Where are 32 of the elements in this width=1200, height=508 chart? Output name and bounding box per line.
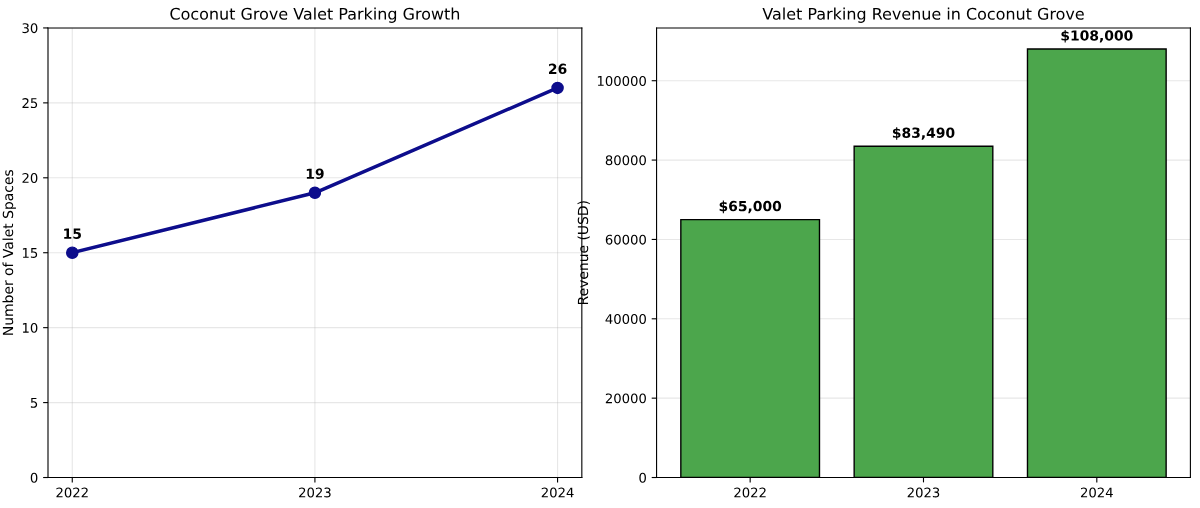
x-tick-label: 2023: [299, 487, 331, 498]
y-axis-title: Revenue (USD): [577, 201, 590, 305]
y-tick-label: 25: [22, 98, 38, 109]
x-tick-label: 2024: [1080, 487, 1113, 498]
y-tick-label: 0: [639, 472, 646, 483]
chart-title: Coconut Grove Valet Parking Growth: [170, 7, 460, 23]
y-tick-label: 20: [22, 173, 38, 183]
point: [551, 81, 564, 95]
point: [308, 186, 322, 200]
x-tick-label: 2022: [56, 487, 88, 498]
point: [66, 246, 79, 259]
y-axis-title: Number of Valet Spaces: [2, 170, 16, 335]
y-tick-label: 5: [30, 397, 38, 408]
y-tick-label: 0: [30, 472, 38, 483]
text: $65,000: [719, 200, 782, 214]
data-label: 19: [306, 168, 324, 179]
data-label: 15: [64, 228, 81, 239]
x-tick-label: 2022: [734, 487, 766, 498]
y-tick-label: 40000: [605, 314, 646, 324]
y-tick-label: 20000: [605, 393, 646, 404]
y-tick-label: 10: [22, 322, 38, 333]
chart-title: Valet Parking Revenue in Coconut Grove: [762, 7, 1084, 23]
x-tick-label: 2024: [541, 487, 574, 498]
y-tick-label: 100000: [597, 75, 646, 86]
text: $108,000: [1061, 29, 1133, 43]
text: $83,490: [892, 127, 955, 140]
y-tick-label: 80000: [605, 155, 646, 166]
x-tick-label: 2023: [907, 487, 940, 498]
y-tick-label: 30: [22, 23, 38, 34]
y-tick-label: 60000: [605, 234, 646, 245]
y-tick-label: 15: [22, 248, 38, 258]
data-label: 26: [549, 63, 567, 75]
